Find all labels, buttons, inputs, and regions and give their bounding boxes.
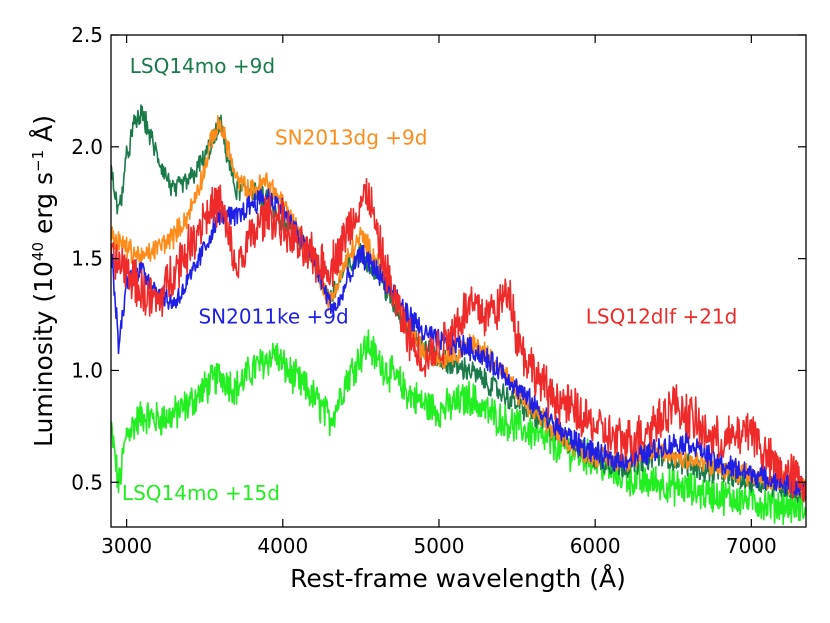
y-tick-label-0.5: 0.5 bbox=[71, 470, 103, 494]
series-layer bbox=[111, 104, 806, 526]
x-axis-label: Rest-frame wavelength (Å) bbox=[290, 564, 626, 593]
x-tick-label-3000: 3000 bbox=[101, 534, 152, 558]
series-line-lsq14mo-15d bbox=[111, 329, 806, 526]
annotation-lsq12dlf-21d: LSQ12dlf +21d bbox=[586, 304, 738, 328]
ticks-layer: 3000 4000 5000 6000 7000 0.5 1.0 1.5 2.0 2.5 bbox=[71, 23, 806, 558]
annotation-lsq14mo-15d: LSQ14mo +15d bbox=[122, 481, 280, 505]
series-line-sn2011ke-9d bbox=[111, 188, 806, 498]
y-tick-label-2: 2.0 bbox=[71, 135, 103, 159]
y-tick-label-1: 1.0 bbox=[71, 358, 103, 382]
x-tick-label-5000: 5000 bbox=[414, 534, 465, 558]
x-tick-label-4000: 4000 bbox=[257, 534, 308, 558]
y-tick-label-2.5: 2.5 bbox=[71, 23, 103, 47]
annotations-layer: LSQ14mo +9d SN2013dg +9d SN2011ke +9d LSQ12… bbox=[122, 54, 737, 505]
series-line-sn2013dg-9d bbox=[111, 115, 806, 499]
x-tick-label-7000: 7000 bbox=[726, 534, 777, 558]
y-tick-label-1.5: 1.5 bbox=[71, 247, 103, 271]
plot-frame bbox=[110, 34, 807, 528]
y-axis-label: Luminosity (1040 erg s−1 Å) bbox=[29, 115, 58, 447]
x-tick-label-6000: 6000 bbox=[570, 534, 621, 558]
series-line-lsq12dlf-21d bbox=[111, 177, 806, 503]
annotation-sn2013dg-9d: SN2013dg +9d bbox=[275, 126, 427, 150]
annotation-lsq14mo-9d: LSQ14mo +9d bbox=[130, 54, 275, 78]
annotation-sn2011ke-9d: SN2011ke +9d bbox=[198, 304, 348, 328]
